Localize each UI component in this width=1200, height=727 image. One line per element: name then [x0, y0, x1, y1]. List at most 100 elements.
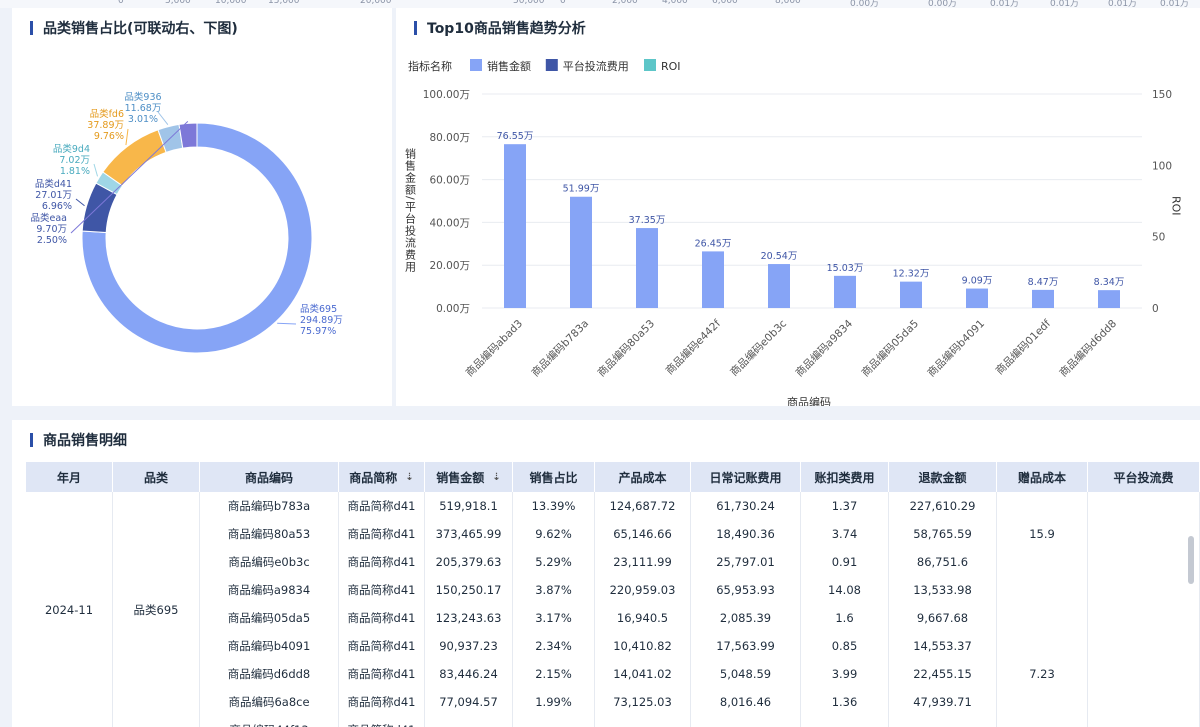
table-scrollbar[interactable] [1188, 536, 1194, 584]
bar-sales[interactable] [1098, 290, 1120, 308]
bar-sales[interactable] [504, 144, 526, 308]
table-cell: 商品简称d41 [339, 688, 425, 716]
legend-item: ROI [661, 60, 681, 73]
table-row[interactable]: 商品编码44f13商品简称d41 [26, 716, 1200, 727]
table-cell: 61,730.24 [691, 492, 801, 520]
bar-value-label: 37.35万 [629, 215, 666, 226]
table-row[interactable]: 商品编码b4091 商品简称d41 90,937.23 2.34% 10,410.82 1… [26, 632, 1200, 660]
top-strip-tick: 20,000 [360, 0, 392, 6]
top-strip-tick: 5,000 [165, 0, 191, 6]
bar-sales[interactable] [834, 275, 856, 308]
column-header[interactable]: 日常记账费用 [691, 462, 801, 492]
column-header[interactable]: 产品成本 [595, 462, 691, 492]
table-cell: 25,797.01 [691, 548, 801, 576]
table-cell: 3.87% [513, 576, 595, 604]
table-cell: 123,243.63 [425, 604, 513, 632]
table-cell: 商品简称d41 [339, 492, 425, 520]
table-cell: 22,455.15 [889, 660, 997, 688]
table-row[interactable]: 商品编码6a8ce 商品简称d41 77,094.57 1.99% 73,125.03 8… [26, 688, 1200, 716]
pie-label-amount: 37.89万 [87, 120, 124, 131]
top-strip-tick: 6,000 [712, 0, 738, 6]
pie-label-amount: 27.01万 [35, 190, 72, 201]
y2-axis-title: ROI [1170, 196, 1183, 216]
table-row[interactable]: 商品编码d6dd8 商品简称d41 83,446.24 2.15% 14,041.02 5… [26, 660, 1200, 688]
table-cell: 7.23 [997, 660, 1088, 688]
table-cell: 17,563.99 [691, 632, 801, 660]
column-header[interactable]: 账扣类费用 [801, 462, 889, 492]
bar-sales[interactable] [1032, 289, 1054, 308]
table-cell [425, 716, 513, 727]
bar-sales[interactable] [702, 251, 724, 308]
table-cell: 2.34% [513, 632, 595, 660]
column-header-label: 销售金额 [436, 470, 485, 485]
table-cell: 14,041.02 [595, 660, 691, 688]
top10-bar-chart[interactable]: 指标名称 销售金额 平台投流费用 ROI 0.00万 20.00万 40.00万 60.00万… [396, 8, 1200, 409]
top-strip-tick: 0.01万 [1160, 0, 1190, 8]
column-header[interactable]: 销售金额 ⇣ [425, 462, 513, 492]
legend-title: 指标名称 [408, 59, 452, 73]
table-cell: 77,094.57 [425, 688, 513, 716]
top-strip-tick: 50,000 [513, 0, 545, 6]
table-row[interactable]: 商品编码e0b3c 商品简称d41 205,379.63 5.29% 23,111.99… [26, 548, 1200, 576]
pie-label-amount: 294.89万 [300, 315, 343, 326]
table-panel-title: 商品销售明细 [30, 430, 127, 450]
table-cell: 83,446.24 [425, 660, 513, 688]
pie-label-pct: 6.96% [42, 201, 72, 212]
table-cell: 3.74 [801, 520, 889, 548]
table-cell: 14,553.37 [889, 632, 997, 660]
bar-sales[interactable] [966, 288, 988, 308]
legend-swatch[interactable] [545, 59, 558, 71]
y-tick-label: 0.00万 [436, 303, 470, 315]
top10-trend-panel: Top10商品销售趋势分析 指标名称 销售金额 平台投流费用 ROI 0.00万 20.0… [396, 8, 1200, 409]
table-cell [997, 604, 1088, 632]
table-cell [1088, 716, 1200, 727]
table-row[interactable]: 商品编码05da5 商品简称d41 123,243.63 3.17% 16,940.5 2… [26, 604, 1200, 632]
column-header-label: 年月 [56, 470, 81, 485]
donut-slice[interactable] [81, 122, 313, 354]
y-tick-label: 60.00万 [429, 175, 470, 187]
table-cell: 1.36 [801, 688, 889, 716]
column-header[interactable]: 年月 [26, 462, 113, 492]
pie-label-pct: 75.97% [300, 326, 336, 337]
column-header-label: 商品编码 [244, 470, 293, 485]
table-cell: 9,667.68 [889, 604, 997, 632]
column-header[interactable]: 销售占比 [513, 462, 595, 492]
pie-label-pct: 3.01% [128, 114, 158, 125]
top-strip-tick: 0 [560, 0, 566, 6]
column-header[interactable]: 平台投流费 [1088, 462, 1200, 492]
x-tick-label: 商品编码e442f [663, 317, 723, 377]
table-row[interactable]: 商品编码b783a 商品简称d41 519,918.1 13.39% 124,687.7… [26, 492, 1200, 520]
table-cell: 商品编码e0b3c [200, 548, 339, 576]
column-header-label: 日常记账费用 [709, 470, 782, 485]
top-strip-tick: 0.01万 [1108, 0, 1138, 8]
sort-icon[interactable]: ⇣ [492, 471, 501, 483]
y2-tick-label: 150 [1152, 89, 1172, 101]
legend-swatch[interactable] [644, 59, 656, 71]
x-tick-label: 商品编码01edf [993, 317, 1053, 377]
y2-tick-label: 100 [1152, 160, 1172, 172]
pie-label-pct: 1.81% [60, 166, 90, 177]
column-header-label: 退款金额 [918, 470, 967, 485]
bar-sales[interactable] [570, 196, 592, 308]
legend-swatch[interactable] [470, 59, 482, 71]
table-cell: 2,085.39 [691, 604, 801, 632]
column-header[interactable]: 商品编码 [200, 462, 339, 492]
bar-sales[interactable] [768, 264, 790, 308]
bar-sales[interactable] [900, 281, 922, 308]
pie-label-amount: 11.68万 [125, 103, 162, 114]
table-row[interactable]: 商品编码a9834 商品简称d41 150,250.17 3.87% 220,959.0… [26, 576, 1200, 604]
table-cell: 商品简称d41 [339, 576, 425, 604]
sales-detail-panel: 商品销售明细 年月 品类 商品编码 商品简称 ⇣ 销售金额 ⇣ 销售占比 产品成本 日常记账费用 账… [12, 420, 1200, 727]
merged-month-cell: 2024-11 [26, 492, 113, 727]
x-axis-title: 商品编码 [787, 395, 831, 406]
sort-icon[interactable]: ⇣ [405, 471, 414, 483]
top-strip-tick: 0.00万 [928, 0, 958, 8]
column-header[interactable]: 品类 [113, 462, 200, 492]
column-header[interactable]: 退款金额 [889, 462, 997, 492]
table-row[interactable]: 商品编码80a53 商品简称d41 373,465.99 9.62% 65,146.66… [26, 520, 1200, 548]
column-header[interactable]: 赠品成本 [997, 462, 1088, 492]
column-header[interactable]: 商品简称 ⇣ [339, 462, 425, 492]
pie-label-amount: 7.02万 [59, 155, 90, 166]
bar-sales[interactable] [636, 228, 658, 308]
